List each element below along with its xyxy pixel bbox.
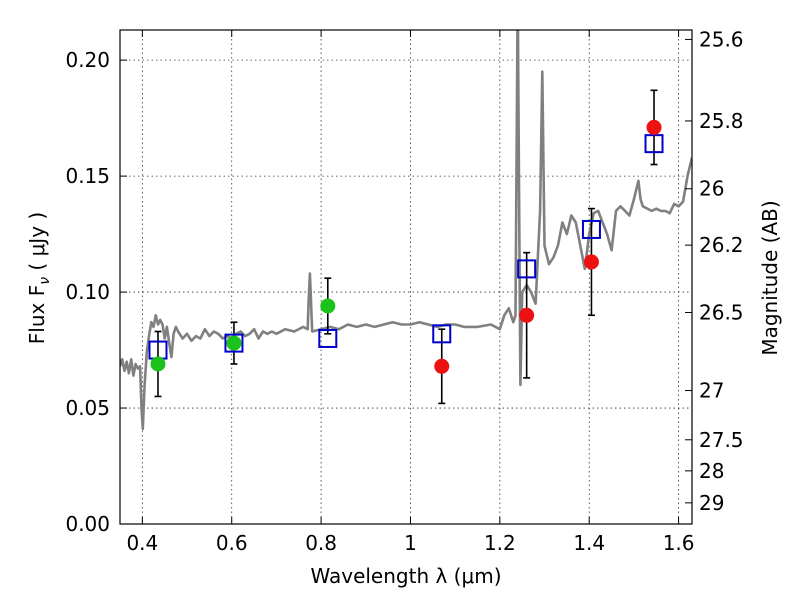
x-tick-label: 0.8: [305, 531, 337, 555]
y-axis-label-unit: ( μJy ): [25, 212, 49, 277]
observed-point: [519, 307, 535, 323]
observed-point: [150, 356, 166, 372]
y-tick-label: 0.10: [65, 280, 110, 304]
model-point: [432, 324, 452, 344]
y-tick-label: 0.00: [65, 512, 110, 536]
x-tick-label: 1: [404, 531, 417, 555]
errorbar-layer: [154, 89, 658, 405]
y-axis-label-sub: ν: [37, 277, 53, 285]
model-point: [318, 328, 338, 348]
y2-tick-label: 27: [699, 379, 724, 403]
observed-point: [583, 254, 599, 270]
y-axis-label-main: Flux F: [25, 285, 49, 344]
y-tick-label: 0.20: [65, 48, 110, 72]
model-point: [581, 219, 601, 239]
y-tick-label: 0.05: [65, 396, 110, 420]
y2-tick-label: 26: [699, 177, 724, 201]
y2-tick-label: 28: [699, 459, 724, 483]
observed-layer: [150, 119, 662, 374]
x-axis-label: Wavelength λ (μm): [310, 564, 501, 588]
x-tick-label: 1.4: [573, 531, 605, 555]
x-tick-label: 1.6: [663, 531, 695, 555]
y2-axis-label: Magnitude (AB): [758, 200, 782, 355]
model-point: [224, 333, 244, 353]
y2-tick-label: 26.2: [699, 233, 744, 257]
model-point: [644, 134, 664, 154]
label-layer: Wavelength λ (μm) Flux Fν ( μJy ) Magnit…: [25, 200, 782, 588]
model-point: [517, 259, 537, 279]
y-axis-label: Flux Fν ( μJy ): [25, 212, 53, 344]
observed-point: [646, 119, 662, 135]
observed-point: [226, 335, 242, 351]
y-tick-label: 0.15: [65, 164, 110, 188]
axes-layer: 0.4 0.6 0.8 1 1.2 1.4 1.6 0.00 0.05 0.10 0.15 0.20 2…: [65, 27, 743, 555]
y2-tick-label: 25.6: [699, 27, 744, 51]
x-tick-label: 0.4: [126, 531, 158, 555]
grid-layer: [120, 30, 692, 525]
x-tick-label: 0.6: [216, 531, 248, 555]
y2-tick-label: 27.5: [699, 428, 744, 452]
x-tick-label: 1.2: [484, 531, 516, 555]
plot-frame: [119, 29, 693, 525]
spectrum-line: [120, 30, 692, 431]
y2-tick-label: 26.5: [699, 300, 744, 324]
y2-tick-label: 25.8: [699, 109, 744, 133]
observed-point: [434, 358, 450, 374]
y2-tick-label: 29: [699, 491, 724, 515]
spectrum-layer: [120, 30, 692, 431]
observed-point: [320, 298, 336, 314]
